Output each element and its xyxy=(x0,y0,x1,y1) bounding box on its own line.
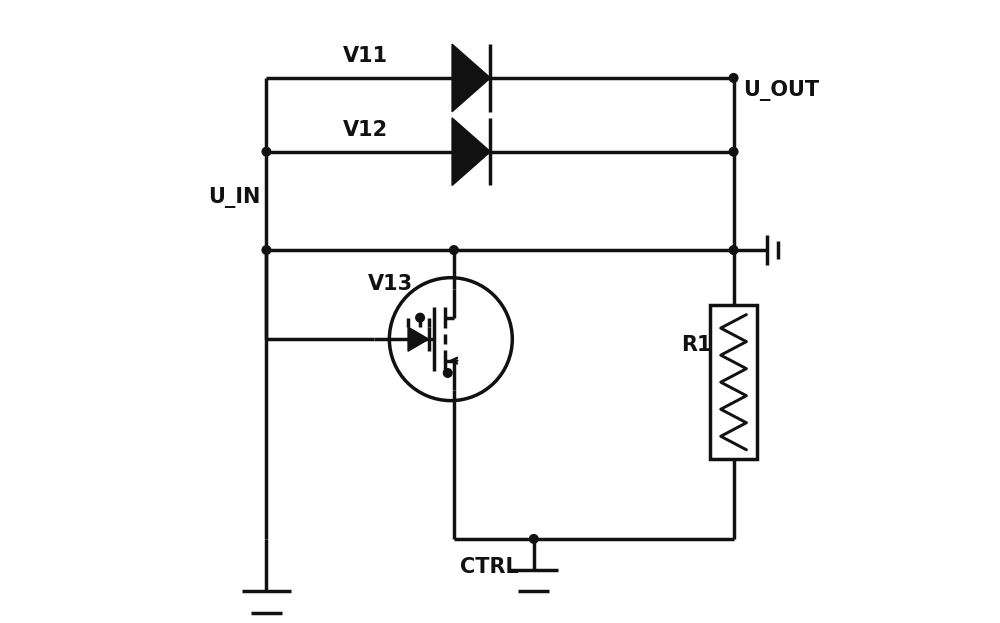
Circle shape xyxy=(729,148,738,156)
Text: U_IN: U_IN xyxy=(208,188,260,208)
Polygon shape xyxy=(408,327,429,351)
Circle shape xyxy=(262,148,271,156)
Circle shape xyxy=(729,245,738,254)
Text: CTRL: CTRL xyxy=(460,556,519,577)
Polygon shape xyxy=(452,118,490,186)
Circle shape xyxy=(416,313,424,322)
Text: R14: R14 xyxy=(681,335,726,355)
Circle shape xyxy=(450,245,458,254)
Polygon shape xyxy=(452,44,490,112)
Circle shape xyxy=(530,535,538,543)
Text: V13: V13 xyxy=(368,274,413,294)
Circle shape xyxy=(443,369,452,378)
Circle shape xyxy=(262,245,271,254)
Bar xyxy=(710,305,757,459)
Circle shape xyxy=(729,74,738,82)
Text: V12: V12 xyxy=(343,120,388,140)
Text: V11: V11 xyxy=(343,46,388,67)
Text: U_OUT: U_OUT xyxy=(743,80,819,101)
